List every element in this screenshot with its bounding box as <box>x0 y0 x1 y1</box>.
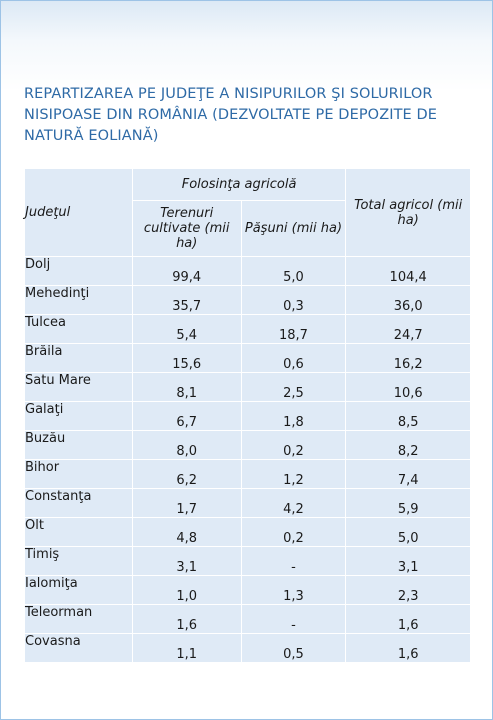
cell-pasuni: - <box>240 604 347 634</box>
cell-total: 7,4 <box>345 459 471 489</box>
cell-terenuri: 8,1 <box>131 372 242 402</box>
county-table: Judeţul Folosinţa agricolă Total agricol… <box>24 168 471 663</box>
cell-pasuni: 18,7 <box>240 314 347 344</box>
cell-total: 104,4 <box>345 256 471 286</box>
cell-terenuri: 3,1 <box>131 546 242 576</box>
cell-pasuni: 0,5 <box>240 633 347 663</box>
cell-county: Teleorman <box>24 604 133 634</box>
cell-county: Covasna <box>24 633 133 663</box>
cell-county: Mehedinţi <box>24 285 133 315</box>
header-county: Judeţul <box>24 168 133 257</box>
table-body: Dolj 99,4 5,0 104,4 Mehedinţi 35,7 0,3 36,0 Tulc… <box>24 256 471 663</box>
cell-pasuni: - <box>240 546 347 576</box>
cell-terenuri: 99,4 <box>131 256 242 286</box>
cell-total: 8,2 <box>345 430 471 460</box>
cell-terenuri: 5,4 <box>131 314 242 344</box>
table-row: Mehedinţi 35,7 0,3 36,0 <box>24 285 471 315</box>
table-row: Bihor 6,2 1,2 7,4 <box>24 459 471 489</box>
table-row: Tulcea 5,4 18,7 24,7 <box>24 314 471 344</box>
header-pasuni: Păşuni (mii ha) <box>240 200 347 257</box>
cell-total: 5,0 <box>345 517 471 547</box>
cell-pasuni: 4,2 <box>240 488 347 518</box>
cell-county: Ialomiţa <box>24 575 133 605</box>
cell-terenuri: 1,1 <box>131 633 242 663</box>
cell-pasuni: 1,8 <box>240 401 347 431</box>
cell-county: Satu Mare <box>24 372 133 402</box>
slide-title: REPARTIZAREA PE JUDEŢE A NISIPURILOR ŞI … <box>24 86 438 144</box>
cell-pasuni: 1,2 <box>240 459 347 489</box>
cell-county: Timiş <box>24 546 133 576</box>
cell-terenuri: 4,8 <box>131 517 242 547</box>
header-total: Total agricol (mii ha) <box>345 168 471 257</box>
cell-terenuri: 6,2 <box>131 459 242 489</box>
cell-total: 16,2 <box>345 343 471 373</box>
table-row: Timiş 3,1-3,1 <box>24 546 471 576</box>
cell-pasuni: 0,2 <box>240 430 347 460</box>
table-row: Covasna 1,1 0,5 1,6 <box>24 633 471 663</box>
table-row: Dolj 99,4 5,0 104,4 <box>24 256 471 286</box>
cell-county: Olt <box>24 517 133 547</box>
cell-terenuri: 1,0 <box>131 575 242 605</box>
table-row: Buzău 8,0 0,2 8,2 <box>24 430 471 460</box>
cell-total: 36,0 <box>345 285 471 315</box>
table-row: Brăila 15,6 0,6 16,2 <box>24 343 471 373</box>
cell-total: 10,6 <box>345 372 471 402</box>
cell-pasuni: 0,3 <box>240 285 347 315</box>
cell-terenuri: 15,6 <box>131 343 242 373</box>
cell-county: Buzău <box>24 430 133 460</box>
cell-county: Constanţa <box>24 488 133 518</box>
table-row: Teleorman 1,6-1,6 <box>24 604 471 634</box>
cell-pasuni: 1,3 <box>240 575 347 605</box>
table-row: Ialomiţa 1,0 1,3 2,3 <box>24 575 471 605</box>
cell-terenuri: 6,7 <box>131 401 242 431</box>
table-row: Olt 4,8 0,2 5,0 <box>24 517 471 547</box>
cell-terenuri: 1,6 <box>131 604 242 634</box>
cell-total: 24,7 <box>345 314 471 344</box>
cell-total: 3,1 <box>345 546 471 576</box>
cell-pasuni: 5,0 <box>240 256 347 286</box>
cell-terenuri: 1,7 <box>131 488 242 518</box>
cell-county: Tulcea <box>24 314 133 344</box>
cell-county: Bihor <box>24 459 133 489</box>
cell-pasuni: 0,2 <box>240 517 347 547</box>
cell-pasuni: 0,6 <box>240 343 347 373</box>
cell-total: 1,6 <box>345 604 471 634</box>
header-terenuri: Terenuri cultivate (mii ha) <box>131 200 242 257</box>
cell-terenuri: 35,7 <box>131 285 242 315</box>
cell-county: Galaţi <box>24 401 133 431</box>
cell-total: 1,6 <box>345 633 471 663</box>
table-row: Galaţi 6,7 1,8 8,5 <box>24 401 471 431</box>
header-group-folosinta: Folosinţa agricolă <box>131 168 347 201</box>
cell-terenuri: 8,0 <box>131 430 242 460</box>
cell-total: 5,9 <box>345 488 471 518</box>
cell-total: 2,3 <box>345 575 471 605</box>
cell-pasuni: 2,5 <box>240 372 347 402</box>
table-row: Satu Mare 8,1 2,5 10,6 <box>24 372 471 402</box>
cell-county: Dolj <box>24 256 133 286</box>
cell-county: Brăila <box>24 343 133 373</box>
table-row: Constanţa 1,7 4,2 5,9 <box>24 488 471 518</box>
cell-total: 8,5 <box>345 401 471 431</box>
